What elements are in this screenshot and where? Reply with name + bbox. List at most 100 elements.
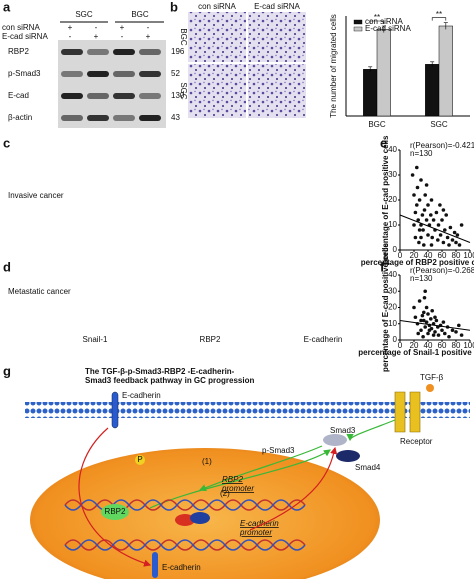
y-tick-label: 30 bbox=[388, 286, 397, 295]
band bbox=[61, 49, 83, 55]
point bbox=[447, 334, 451, 339]
error-bar bbox=[443, 22, 448, 30]
significance-bracket bbox=[431, 17, 447, 21]
y-tick-label: 20 bbox=[388, 195, 397, 204]
point bbox=[419, 328, 423, 333]
point bbox=[415, 185, 420, 190]
mw-label: 130 bbox=[171, 91, 185, 100]
smad3 bbox=[323, 434, 347, 446]
column-label: RBP2 bbox=[200, 335, 221, 344]
point bbox=[419, 235, 423, 240]
point bbox=[427, 328, 432, 333]
label: E-cadherin bbox=[122, 391, 161, 400]
mw-label: 43 bbox=[171, 113, 180, 122]
band bbox=[61, 71, 83, 77]
point bbox=[441, 320, 446, 324]
annotation: ** bbox=[374, 13, 380, 22]
treatment-sign: + bbox=[146, 32, 151, 41]
point bbox=[424, 183, 429, 187]
point bbox=[415, 165, 419, 170]
point bbox=[416, 218, 421, 222]
point bbox=[433, 330, 437, 334]
point bbox=[417, 240, 421, 245]
point bbox=[443, 228, 447, 232]
point bbox=[436, 333, 441, 337]
x-tick-label: BGC bbox=[368, 120, 386, 129]
x-tick-label: 60 bbox=[438, 251, 447, 260]
point bbox=[431, 333, 436, 337]
point bbox=[412, 193, 416, 197]
point bbox=[452, 230, 457, 235]
x-tick-label: 60 bbox=[438, 341, 447, 350]
point bbox=[429, 317, 433, 321]
point bbox=[434, 318, 439, 323]
x-tick-label: 20 bbox=[410, 341, 419, 350]
band bbox=[87, 49, 109, 55]
treatment-label: con siRNA bbox=[2, 23, 40, 32]
y-tick-label: 0 bbox=[393, 335, 398, 344]
diagram-title: Smad3 feedback pathway in GC progression bbox=[85, 376, 254, 385]
point bbox=[422, 208, 427, 212]
y-tick-label: 40 bbox=[388, 270, 397, 279]
treatment-sign: - bbox=[95, 23, 98, 32]
arrow bbox=[346, 419, 396, 442]
point bbox=[421, 228, 425, 232]
arrow bbox=[249, 446, 338, 531]
panel-letter: c bbox=[3, 135, 10, 150]
point bbox=[422, 318, 426, 323]
x-tick-label: 0 bbox=[398, 251, 403, 260]
point bbox=[413, 210, 418, 215]
point bbox=[438, 203, 442, 207]
column-label: Snail-1 bbox=[83, 335, 108, 344]
point bbox=[423, 193, 428, 197]
fit-line bbox=[399, 214, 471, 243]
arrow bbox=[78, 427, 152, 567]
treatment-sign: - bbox=[147, 23, 150, 32]
y-tick-label: 0 bbox=[393, 245, 398, 254]
x-tick-label: 40 bbox=[424, 251, 433, 260]
panel-letter: f bbox=[380, 259, 385, 274]
legend-swatch bbox=[353, 26, 363, 32]
label: p-Smad3 bbox=[262, 446, 295, 455]
point bbox=[423, 289, 428, 294]
point bbox=[426, 203, 430, 207]
point bbox=[422, 310, 426, 315]
receptor bbox=[394, 391, 421, 433]
row-label: Metastatic cancer bbox=[8, 287, 71, 296]
micrograph bbox=[248, 12, 306, 62]
point bbox=[434, 210, 439, 215]
row-label: BGC bbox=[179, 28, 188, 46]
point bbox=[430, 308, 435, 313]
point bbox=[429, 243, 434, 247]
treatment-sign: - bbox=[121, 32, 124, 41]
point bbox=[438, 233, 443, 237]
point bbox=[421, 334, 425, 339]
x-tick-label: 80 bbox=[452, 341, 461, 350]
point bbox=[419, 318, 423, 323]
point bbox=[444, 213, 449, 217]
western-blot: SGC BGC con siRNA + - + -E-cad siRNA - + - +RBP2… bbox=[2, 10, 185, 128]
band bbox=[61, 93, 83, 99]
panel-letter: d bbox=[3, 259, 11, 274]
y-axis-label: percentage of E-cad positive cells bbox=[381, 135, 390, 264]
row-label: Invasive cancer bbox=[8, 191, 64, 200]
point bbox=[450, 328, 455, 333]
point bbox=[422, 295, 427, 300]
point bbox=[436, 238, 440, 242]
annotation: n=130 bbox=[410, 274, 433, 283]
y-tick-label: 30 bbox=[388, 170, 397, 179]
column-label: E-cadherin bbox=[304, 335, 343, 344]
treatment-sign: + bbox=[120, 23, 125, 32]
band bbox=[139, 71, 161, 77]
label: P bbox=[137, 455, 142, 464]
point bbox=[426, 312, 430, 316]
legend-swatch bbox=[353, 19, 363, 25]
point bbox=[448, 225, 453, 230]
point bbox=[454, 330, 458, 334]
dna bbox=[64, 499, 306, 511]
point bbox=[440, 218, 444, 222]
point bbox=[430, 235, 435, 240]
point bbox=[419, 178, 423, 182]
label: (1) bbox=[202, 457, 212, 466]
band bbox=[113, 71, 135, 77]
